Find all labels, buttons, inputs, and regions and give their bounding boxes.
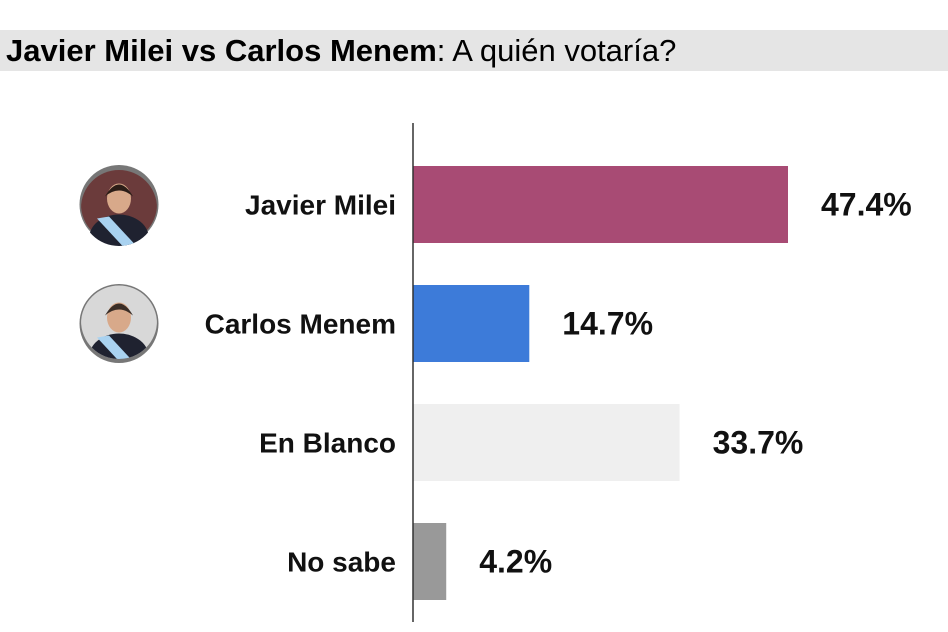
value-label: 14.7% (562, 306, 653, 342)
category-label: No sabe (287, 547, 396, 578)
chart-title: Javier Milei vs Carlos Menem: A quién vo… (6, 34, 676, 68)
avatar-layer (79, 165, 159, 363)
bar-3 (413, 523, 447, 600)
title-bar: Javier Milei vs Carlos Menem: A quién vo… (0, 30, 948, 71)
bar-1 (413, 285, 530, 362)
bars-layer: Javier Milei 47.4% Carlos Menem 14.7% En Bla… (205, 166, 912, 600)
category-label: Carlos Menem (205, 309, 396, 340)
category-label: En Blanco (259, 428, 396, 459)
chart-title-bold: Javier Milei vs Carlos Menem (6, 33, 437, 68)
category-label: Javier Milei (245, 190, 396, 221)
value-label: 33.7% (713, 425, 804, 461)
chart-title-rest: : A quién votaría? (436, 33, 677, 68)
portrait-icon (79, 284, 159, 363)
bar-2 (413, 404, 680, 481)
portrait-icon (79, 165, 159, 246)
value-label: 47.4% (821, 187, 912, 223)
bar-0 (413, 166, 788, 243)
value-label: 4.2% (479, 544, 552, 580)
